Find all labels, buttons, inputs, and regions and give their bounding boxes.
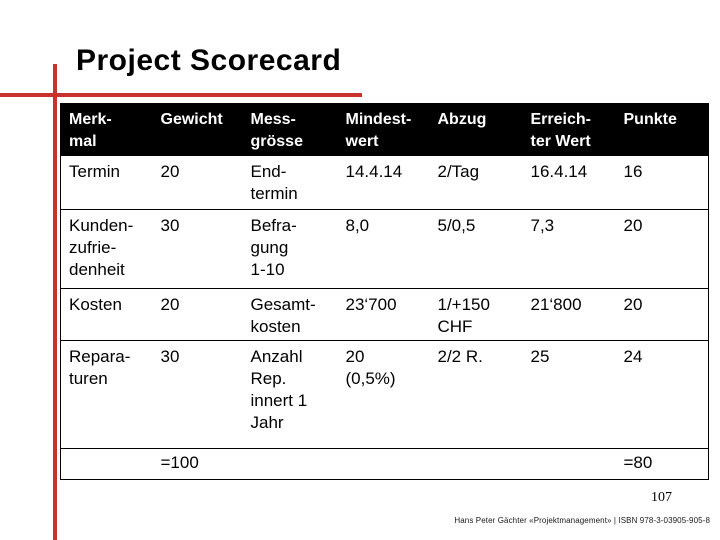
page-number: 107 — [651, 490, 672, 505]
accent-vertical-line — [53, 64, 57, 540]
gewicht-total-cell: =100 — [152, 448, 243, 480]
table-total-row: =100 =80 — [60, 448, 709, 480]
table-cell: Repara- turen — [60, 340, 153, 449]
table-row-kosten: Kosten 20 Gesamt- kosten 23‘700 1/+150 C… — [60, 288, 709, 341]
table-cell: 21‘800 — [522, 288, 616, 341]
table-cell: 14.4.14 — [337, 155, 430, 210]
table-cell: 2/2 R. — [429, 340, 523, 449]
header-cell-abzug: Abzug — [429, 103, 523, 156]
header-cell-punkte: Punkte — [615, 103, 709, 156]
table-cell: End- termin — [242, 155, 338, 210]
table-cell — [337, 448, 430, 480]
table-cell: 20 — [152, 288, 243, 341]
table-cell: 5/0,5 — [429, 209, 523, 289]
accent-horizontal-line — [0, 93, 362, 97]
table-cell: 25 — [522, 340, 616, 449]
table-row-reparaturen: Repara- turen 30 Anzahl Rep. innert 1 Ja… — [60, 340, 709, 449]
table-cell — [60, 448, 153, 480]
header-cell-erreichter-wert: Erreich- ter Wert — [522, 103, 616, 156]
header-cell-gewicht: Gewicht — [152, 103, 243, 156]
table-cell: 2/Tag — [429, 155, 523, 210]
scorecard-table: Merk- mal Gewicht Mess- grösse Mindest- … — [60, 103, 709, 480]
table-cell: 20 — [615, 288, 709, 341]
table-cell: 8,0 — [337, 209, 430, 289]
table-cell: 7,3 — [522, 209, 616, 289]
table-cell: 16.4.14 — [522, 155, 616, 210]
table-cell: Kosten — [60, 288, 153, 341]
header-cell-merkmal: Merk- mal — [60, 103, 153, 156]
table-cell: 20 — [615, 209, 709, 289]
table-cell: Gesamt- kosten — [242, 288, 338, 341]
table-cell: 24 — [615, 340, 709, 449]
table-cell: 1/+150 CHF — [429, 288, 523, 341]
punkte-total-cell: =80 — [615, 448, 709, 480]
table-header-row: Merk- mal Gewicht Mess- grösse Mindest- … — [60, 103, 709, 156]
table-cell: 16 — [615, 155, 709, 210]
table-cell: 20 (0,5%) — [337, 340, 430, 449]
table-cell: 30 — [152, 340, 243, 449]
table-cell: Termin — [60, 155, 153, 210]
table-row-termin: Termin 20 End- termin 14.4.14 2/Tag 16.4… — [60, 155, 709, 210]
table-cell: 30 — [152, 209, 243, 289]
table-cell: Anzahl Rep. innert 1 Jahr — [242, 340, 338, 449]
table-cell — [429, 448, 523, 480]
header-cell-messgroesse: Mess- grösse — [242, 103, 338, 156]
table-cell: Befra- gung 1-10 — [242, 209, 338, 289]
table-row-kundenzufriedenheit: Kunden- zufrie- denheit 30 Befra- gung 1… — [60, 209, 709, 289]
table-cell: 20 — [152, 155, 243, 210]
table-cell — [522, 448, 616, 480]
table-cell: 23‘700 — [337, 288, 430, 341]
header-cell-mindestwert: Mindest- wert — [337, 103, 430, 156]
table-cell: Kunden- zufrie- denheit — [60, 209, 153, 289]
table-cell — [242, 448, 338, 480]
footer-citation: Hans Peter Gächter «Projektmanagement» |… — [454, 516, 710, 525]
slide-title: Project Scorecard — [76, 44, 342, 77]
